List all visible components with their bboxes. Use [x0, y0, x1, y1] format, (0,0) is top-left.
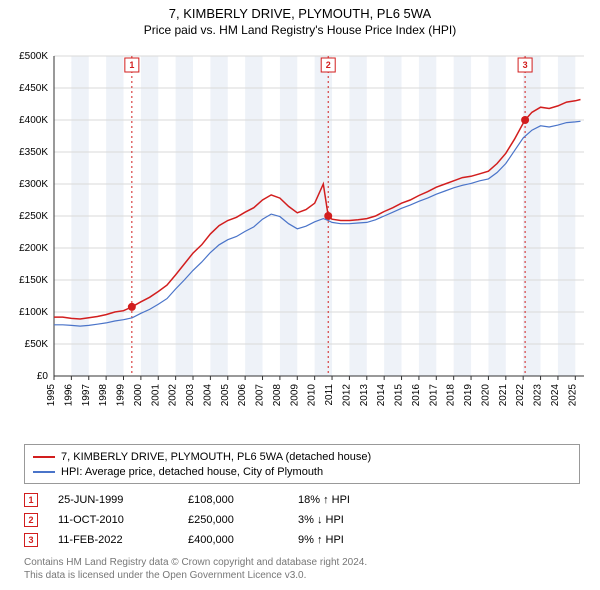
svg-text:2011: 2011	[324, 384, 335, 406]
event-price: £400,000	[188, 534, 298, 546]
event-row: 1 25-JUN-1999£108,00018% ↑ HPI	[24, 490, 580, 510]
svg-text:£400K: £400K	[19, 115, 48, 126]
svg-text:2015: 2015	[394, 384, 405, 407]
event-delta: 3% ↓ HPI	[298, 514, 388, 526]
svg-text:3: 3	[523, 60, 528, 70]
svg-text:£300K: £300K	[19, 179, 48, 190]
svg-text:2010: 2010	[307, 384, 318, 407]
svg-text:2004: 2004	[202, 384, 213, 407]
svg-text:1997: 1997	[81, 384, 92, 407]
svg-text:2009: 2009	[289, 384, 300, 407]
events-table: 1 25-JUN-1999£108,00018% ↑ HPI 2 11-OCT-201…	[24, 490, 580, 550]
event-date: 25-JUN-1999	[58, 494, 188, 506]
svg-text:£100K: £100K	[19, 307, 48, 318]
event-marker-icon: 2	[24, 513, 38, 527]
event-price: £250,000	[188, 514, 298, 526]
legend-item: 7, KIMBERLY DRIVE, PLYMOUTH, PL6 5WA (de…	[33, 449, 571, 464]
chart-title: 7, KIMBERLY DRIVE, PLYMOUTH, PL6 5WA	[0, 0, 600, 21]
legend-swatch	[33, 456, 55, 458]
svg-text:2016: 2016	[411, 384, 422, 407]
svg-text:2006: 2006	[237, 384, 248, 407]
legend-swatch	[33, 471, 55, 473]
svg-text:2002: 2002	[168, 384, 179, 407]
svg-text:£0: £0	[37, 371, 49, 382]
svg-text:2020: 2020	[480, 384, 491, 407]
legend-label: HPI: Average price, detached house, City…	[61, 466, 323, 478]
chart-subtitle: Price paid vs. HM Land Registry's House …	[0, 21, 600, 37]
svg-text:2003: 2003	[185, 384, 196, 407]
svg-text:2023: 2023	[533, 384, 544, 407]
svg-text:2007: 2007	[255, 384, 266, 407]
event-price: £108,000	[188, 494, 298, 506]
svg-text:2008: 2008	[272, 384, 283, 407]
svg-text:£350K: £350K	[19, 147, 48, 158]
svg-text:1996: 1996	[63, 384, 74, 407]
svg-text:£250K: £250K	[19, 211, 48, 222]
svg-text:2012: 2012	[341, 384, 352, 407]
svg-text:2019: 2019	[463, 384, 474, 407]
svg-text:2024: 2024	[550, 384, 561, 407]
svg-text:2021: 2021	[498, 384, 509, 407]
svg-text:1999: 1999	[116, 384, 127, 407]
svg-text:2025: 2025	[567, 384, 578, 407]
svg-text:2014: 2014	[376, 384, 387, 407]
footer-line-2: This data is licensed under the Open Gov…	[24, 569, 580, 582]
event-date: 11-FEB-2022	[58, 534, 188, 546]
svg-text:£200K: £200K	[19, 243, 48, 254]
footer-licence: Contains HM Land Registry data © Crown c…	[24, 556, 580, 582]
event-row: 2 11-OCT-2010£250,0003% ↓ HPI	[24, 510, 580, 530]
event-date: 11-OCT-2010	[58, 514, 188, 526]
svg-text:2022: 2022	[515, 384, 526, 407]
svg-text:1998: 1998	[98, 384, 109, 407]
svg-text:£150K: £150K	[19, 275, 48, 286]
svg-text:£50K: £50K	[25, 339, 49, 350]
chart-plot-area: £0 £50K £100K £150K £200K £250K £300K £350K £400…	[8, 46, 592, 438]
event-delta: 9% ↑ HPI	[298, 534, 388, 546]
event-row: 3 11-FEB-2022£400,0009% ↑ HPI	[24, 530, 580, 550]
legend-label: 7, KIMBERLY DRIVE, PLYMOUTH, PL6 5WA (de…	[61, 451, 371, 463]
event-marker-icon: 1	[24, 493, 38, 507]
svg-text:2000: 2000	[133, 384, 144, 407]
svg-text:£450K: £450K	[19, 83, 48, 94]
svg-text:2018: 2018	[446, 384, 457, 407]
svg-text:2: 2	[326, 60, 331, 70]
svg-text:1995: 1995	[46, 384, 57, 407]
legend-box: 7, KIMBERLY DRIVE, PLYMOUTH, PL6 5WA (de…	[24, 444, 580, 484]
svg-text:£500K: £500K	[19, 51, 48, 62]
event-delta: 18% ↑ HPI	[298, 494, 388, 506]
svg-text:2017: 2017	[428, 384, 439, 407]
svg-text:1: 1	[129, 60, 134, 70]
legend-item: HPI: Average price, detached house, City…	[33, 464, 571, 479]
svg-text:2013: 2013	[359, 384, 370, 407]
event-marker-icon: 3	[24, 533, 38, 547]
svg-text:2001: 2001	[150, 384, 161, 407]
svg-text:2005: 2005	[220, 384, 231, 407]
footer-line-1: Contains HM Land Registry data © Crown c…	[24, 556, 580, 569]
chart-container: 7, KIMBERLY DRIVE, PLYMOUTH, PL6 5WA Pri…	[0, 0, 600, 590]
